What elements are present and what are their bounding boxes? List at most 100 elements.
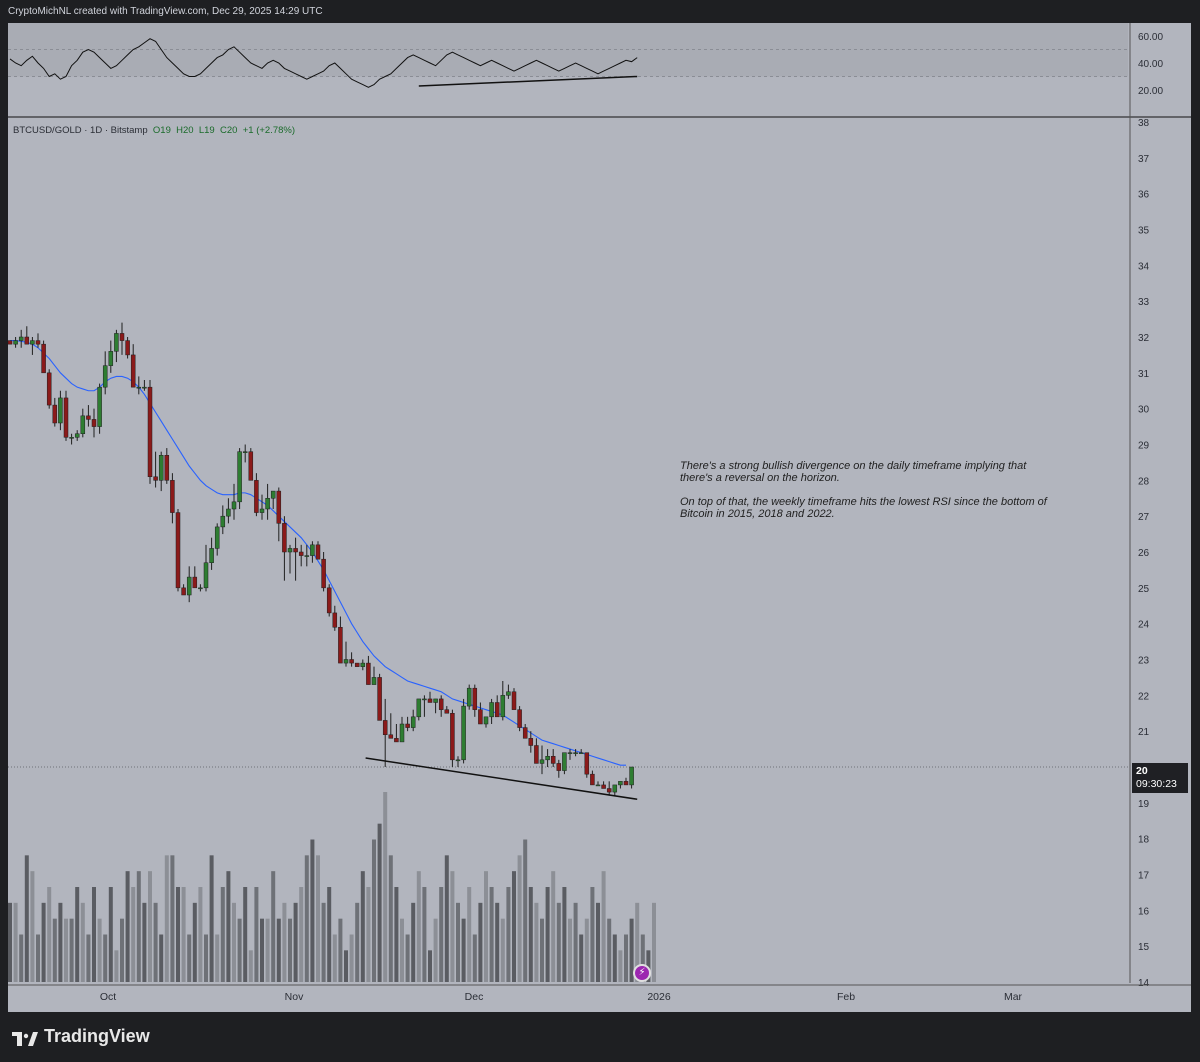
candle-body	[164, 455, 170, 481]
tradingview-logo-icon	[12, 1030, 38, 1046]
candle-body	[231, 501, 237, 510]
x-axis-label: 2026	[647, 991, 671, 1003]
volume-bar	[405, 934, 410, 982]
candle-body	[24, 336, 30, 345]
candle-body	[433, 698, 438, 703]
volume-bar	[349, 934, 354, 982]
candle-body	[58, 397, 63, 424]
volume-bar	[478, 902, 483, 982]
candle-body	[578, 752, 584, 754]
volume-bar	[472, 934, 477, 982]
volume-bar	[92, 887, 96, 982]
candle-body	[534, 745, 539, 764]
price-tick-label: 14	[1138, 978, 1150, 989]
candle-body	[438, 698, 444, 710]
volume-bar	[220, 887, 225, 982]
volume-bar	[568, 918, 572, 982]
volume-bar	[265, 918, 270, 982]
candle-body	[338, 627, 343, 664]
volume-bar	[484, 871, 488, 982]
volume-bar	[629, 918, 634, 982]
volume-bar	[534, 902, 539, 982]
price-tick-label: 24	[1138, 620, 1150, 631]
candle-body	[136, 386, 142, 389]
volume-bar	[131, 887, 136, 982]
candle-body	[74, 433, 80, 438]
volume-bar	[8, 902, 12, 982]
chart-annotation: There's a strong bullish divergence on t…	[680, 460, 1060, 532]
volume-bar	[416, 871, 421, 982]
volume-bar	[282, 902, 287, 982]
price-tick-label: 32	[1138, 333, 1150, 344]
candle-body	[590, 773, 595, 786]
price-tick-label: 28	[1138, 476, 1150, 487]
volume-bar	[254, 887, 259, 982]
volume-bar	[506, 887, 511, 982]
candle-body	[181, 587, 186, 596]
volume-bar	[377, 823, 382, 982]
candle-body	[214, 526, 220, 549]
chart-canvas[interactable]: 20.00 40.00 60.00 14 15 16 17 18 19 21 22 23 24 25 26 2…	[8, 23, 1191, 1012]
candle-body	[399, 723, 405, 743]
volume-bar	[332, 934, 337, 982]
candle-body	[595, 784, 601, 787]
volume-bar	[528, 887, 533, 982]
candle-body	[186, 576, 192, 596]
volume-bar	[103, 934, 108, 982]
candle-body	[226, 508, 231, 517]
volume-bar	[58, 902, 63, 982]
volume-bar	[383, 792, 388, 982]
volume-bar	[590, 887, 595, 982]
bar-countdown: 09:30:23	[1136, 778, 1177, 790]
volume-bar	[288, 918, 292, 982]
last-price-value: 20	[1136, 765, 1148, 777]
price-tick-label: 19	[1138, 799, 1150, 810]
candle-body	[35, 340, 41, 345]
volume-bar	[545, 887, 550, 982]
volume-bar	[607, 918, 612, 982]
volume-bar	[226, 871, 231, 982]
volume-bar	[344, 950, 348, 982]
candle-body	[371, 677, 377, 685]
candle-body	[153, 476, 158, 481]
candle-body	[254, 480, 259, 513]
volume-bar	[372, 839, 376, 982]
candle-body	[321, 558, 326, 589]
candle-body	[618, 781, 623, 786]
candle-body	[606, 788, 612, 793]
volume-bar	[523, 839, 528, 982]
volume-bar	[52, 918, 57, 982]
volume-bar	[596, 902, 600, 982]
volume-bar	[232, 902, 236, 982]
volume-bar	[495, 902, 500, 982]
lightning-icon[interactable]: ⚡	[633, 964, 651, 982]
volume-bar	[192, 902, 197, 982]
price-tick-label: 37	[1138, 154, 1150, 165]
volume-bar	[310, 839, 315, 982]
price-tick-label: 21	[1138, 727, 1150, 738]
volume-bar	[500, 918, 505, 982]
chart-panel[interactable]: 20.00 40.00 60.00 14 15 16 17 18 19 21 22 23 24 25 26 2…	[8, 23, 1191, 1012]
last-price-label: 20 09:30:23	[1132, 763, 1188, 793]
candle-body	[550, 756, 556, 764]
candle-body	[444, 709, 450, 714]
price-trendline	[365, 757, 638, 800]
volume-bar	[540, 918, 544, 982]
volume-bar	[450, 871, 455, 982]
volume-bar	[13, 902, 18, 982]
candle-body	[416, 698, 422, 718]
candle-body	[343, 659, 349, 664]
price-tick-label: 15	[1138, 942, 1150, 953]
volume-bar	[142, 902, 147, 982]
candle-body	[282, 523, 287, 553]
candle-body	[388, 734, 394, 739]
candle-body	[119, 333, 125, 341]
candle-body	[310, 544, 315, 556]
price-tick-label: 31	[1138, 369, 1150, 380]
volume-bar	[635, 902, 640, 982]
volume-bar	[125, 871, 130, 982]
candle-body	[506, 691, 511, 696]
volume-bar	[75, 887, 80, 982]
price-tick-label: 27	[1138, 512, 1150, 523]
volume-bar	[439, 887, 444, 982]
